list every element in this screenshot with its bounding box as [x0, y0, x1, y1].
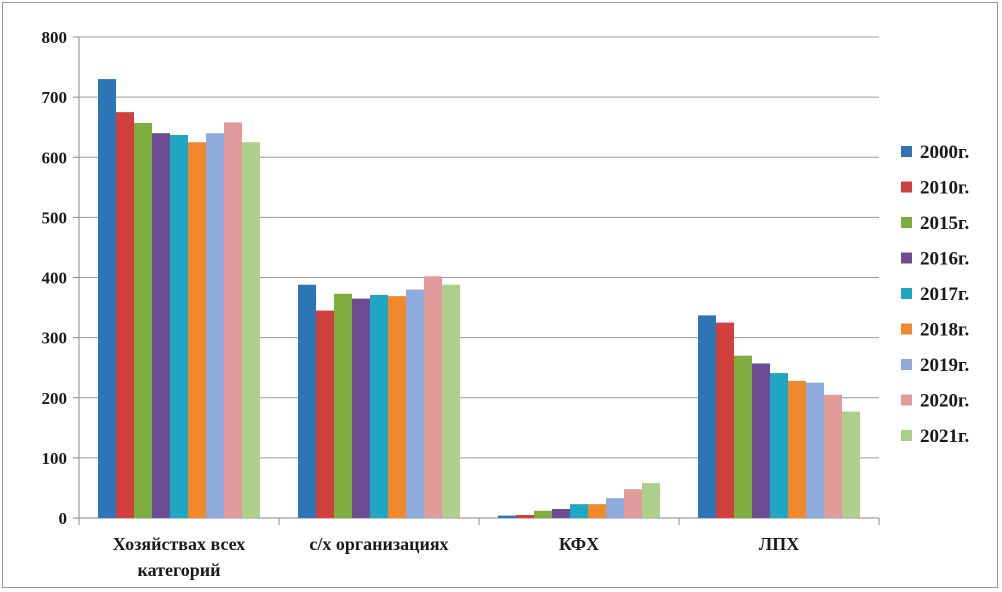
y-tick-label: 0	[59, 509, 68, 528]
legend-swatch	[901, 359, 912, 370]
legend-label: 2016г.	[920, 249, 969, 270]
legend-swatch	[901, 146, 912, 157]
bar	[188, 142, 206, 518]
bar	[624, 489, 642, 518]
bars	[98, 79, 860, 519]
legend-label: 2018г.	[920, 320, 969, 341]
y-tick-label: 500	[42, 208, 68, 227]
bar	[842, 411, 860, 518]
bar	[752, 363, 770, 518]
legend-label: 2019г.	[920, 355, 969, 376]
bar	[552, 508, 570, 518]
bar	[116, 112, 134, 518]
bar	[788, 380, 806, 518]
y-tick-label: 100	[42, 449, 68, 468]
bar	[98, 79, 116, 519]
bar	[516, 514, 534, 518]
legend-label: 2000г.	[920, 142, 969, 163]
legend-label: 2015г.	[920, 213, 969, 234]
bar	[152, 133, 170, 518]
bar	[806, 382, 824, 518]
bar	[406, 289, 424, 518]
bar	[442, 284, 460, 518]
bar	[134, 122, 152, 518]
y-tick-label: 400	[42, 269, 68, 288]
legend-swatch	[901, 430, 912, 441]
bar	[242, 142, 260, 518]
y-tick-label: 200	[42, 389, 68, 408]
x-category-labels: Хозяйствах всех категорий с/х организациях…	[113, 534, 800, 580]
y-tick-labels: 0 100 200 300 400 500 600 700 800	[42, 28, 68, 528]
bar	[716, 322, 734, 518]
bar	[370, 294, 388, 518]
legend-label: 2017г.	[920, 284, 969, 305]
bar-chart: 0 100 200 300 400 500 600 700 800 Хозяйствах все…	[42, 28, 970, 580]
bar	[424, 276, 442, 518]
bar	[170, 135, 188, 518]
legend-label: 2021г.	[920, 426, 969, 447]
y-tick-label: 600	[42, 148, 68, 167]
bar	[498, 515, 516, 518]
bar	[224, 122, 242, 518]
legend-swatch	[901, 217, 912, 228]
y-tick-label: 700	[42, 88, 68, 107]
bar	[824, 394, 842, 518]
legend-label: 2020г.	[920, 391, 969, 412]
bar	[298, 284, 316, 518]
legend-swatch	[901, 394, 912, 406]
bar	[588, 504, 606, 518]
x-category-label: ЛПХ	[759, 534, 799, 554]
legend-swatch	[901, 323, 912, 335]
legend-swatch	[901, 288, 912, 299]
bar	[770, 373, 788, 518]
bar	[534, 510, 552, 518]
bar	[642, 483, 660, 518]
bar	[206, 133, 224, 518]
x-category-label: КФХ	[559, 534, 599, 554]
x-category-label: с/х организациях	[309, 534, 448, 554]
y-tick-label: 300	[42, 329, 68, 348]
legend-swatch	[901, 252, 912, 264]
legend-label: 2010г.	[920, 178, 969, 199]
legend: 2000г. 2010г. 2015г. 2016г. 2017г. 2018г. 2019…	[901, 142, 969, 447]
bar	[316, 310, 334, 518]
bar	[734, 355, 752, 518]
y-tick-label: 800	[42, 28, 68, 47]
bar	[698, 315, 716, 518]
bar	[334, 293, 352, 518]
bar	[352, 298, 370, 518]
bar	[606, 498, 624, 518]
bar	[570, 504, 588, 518]
legend-swatch	[901, 181, 912, 193]
x-category-label: Хозяйствах всех	[113, 534, 246, 554]
x-category-label: категорий	[138, 560, 221, 580]
bar	[388, 296, 406, 518]
